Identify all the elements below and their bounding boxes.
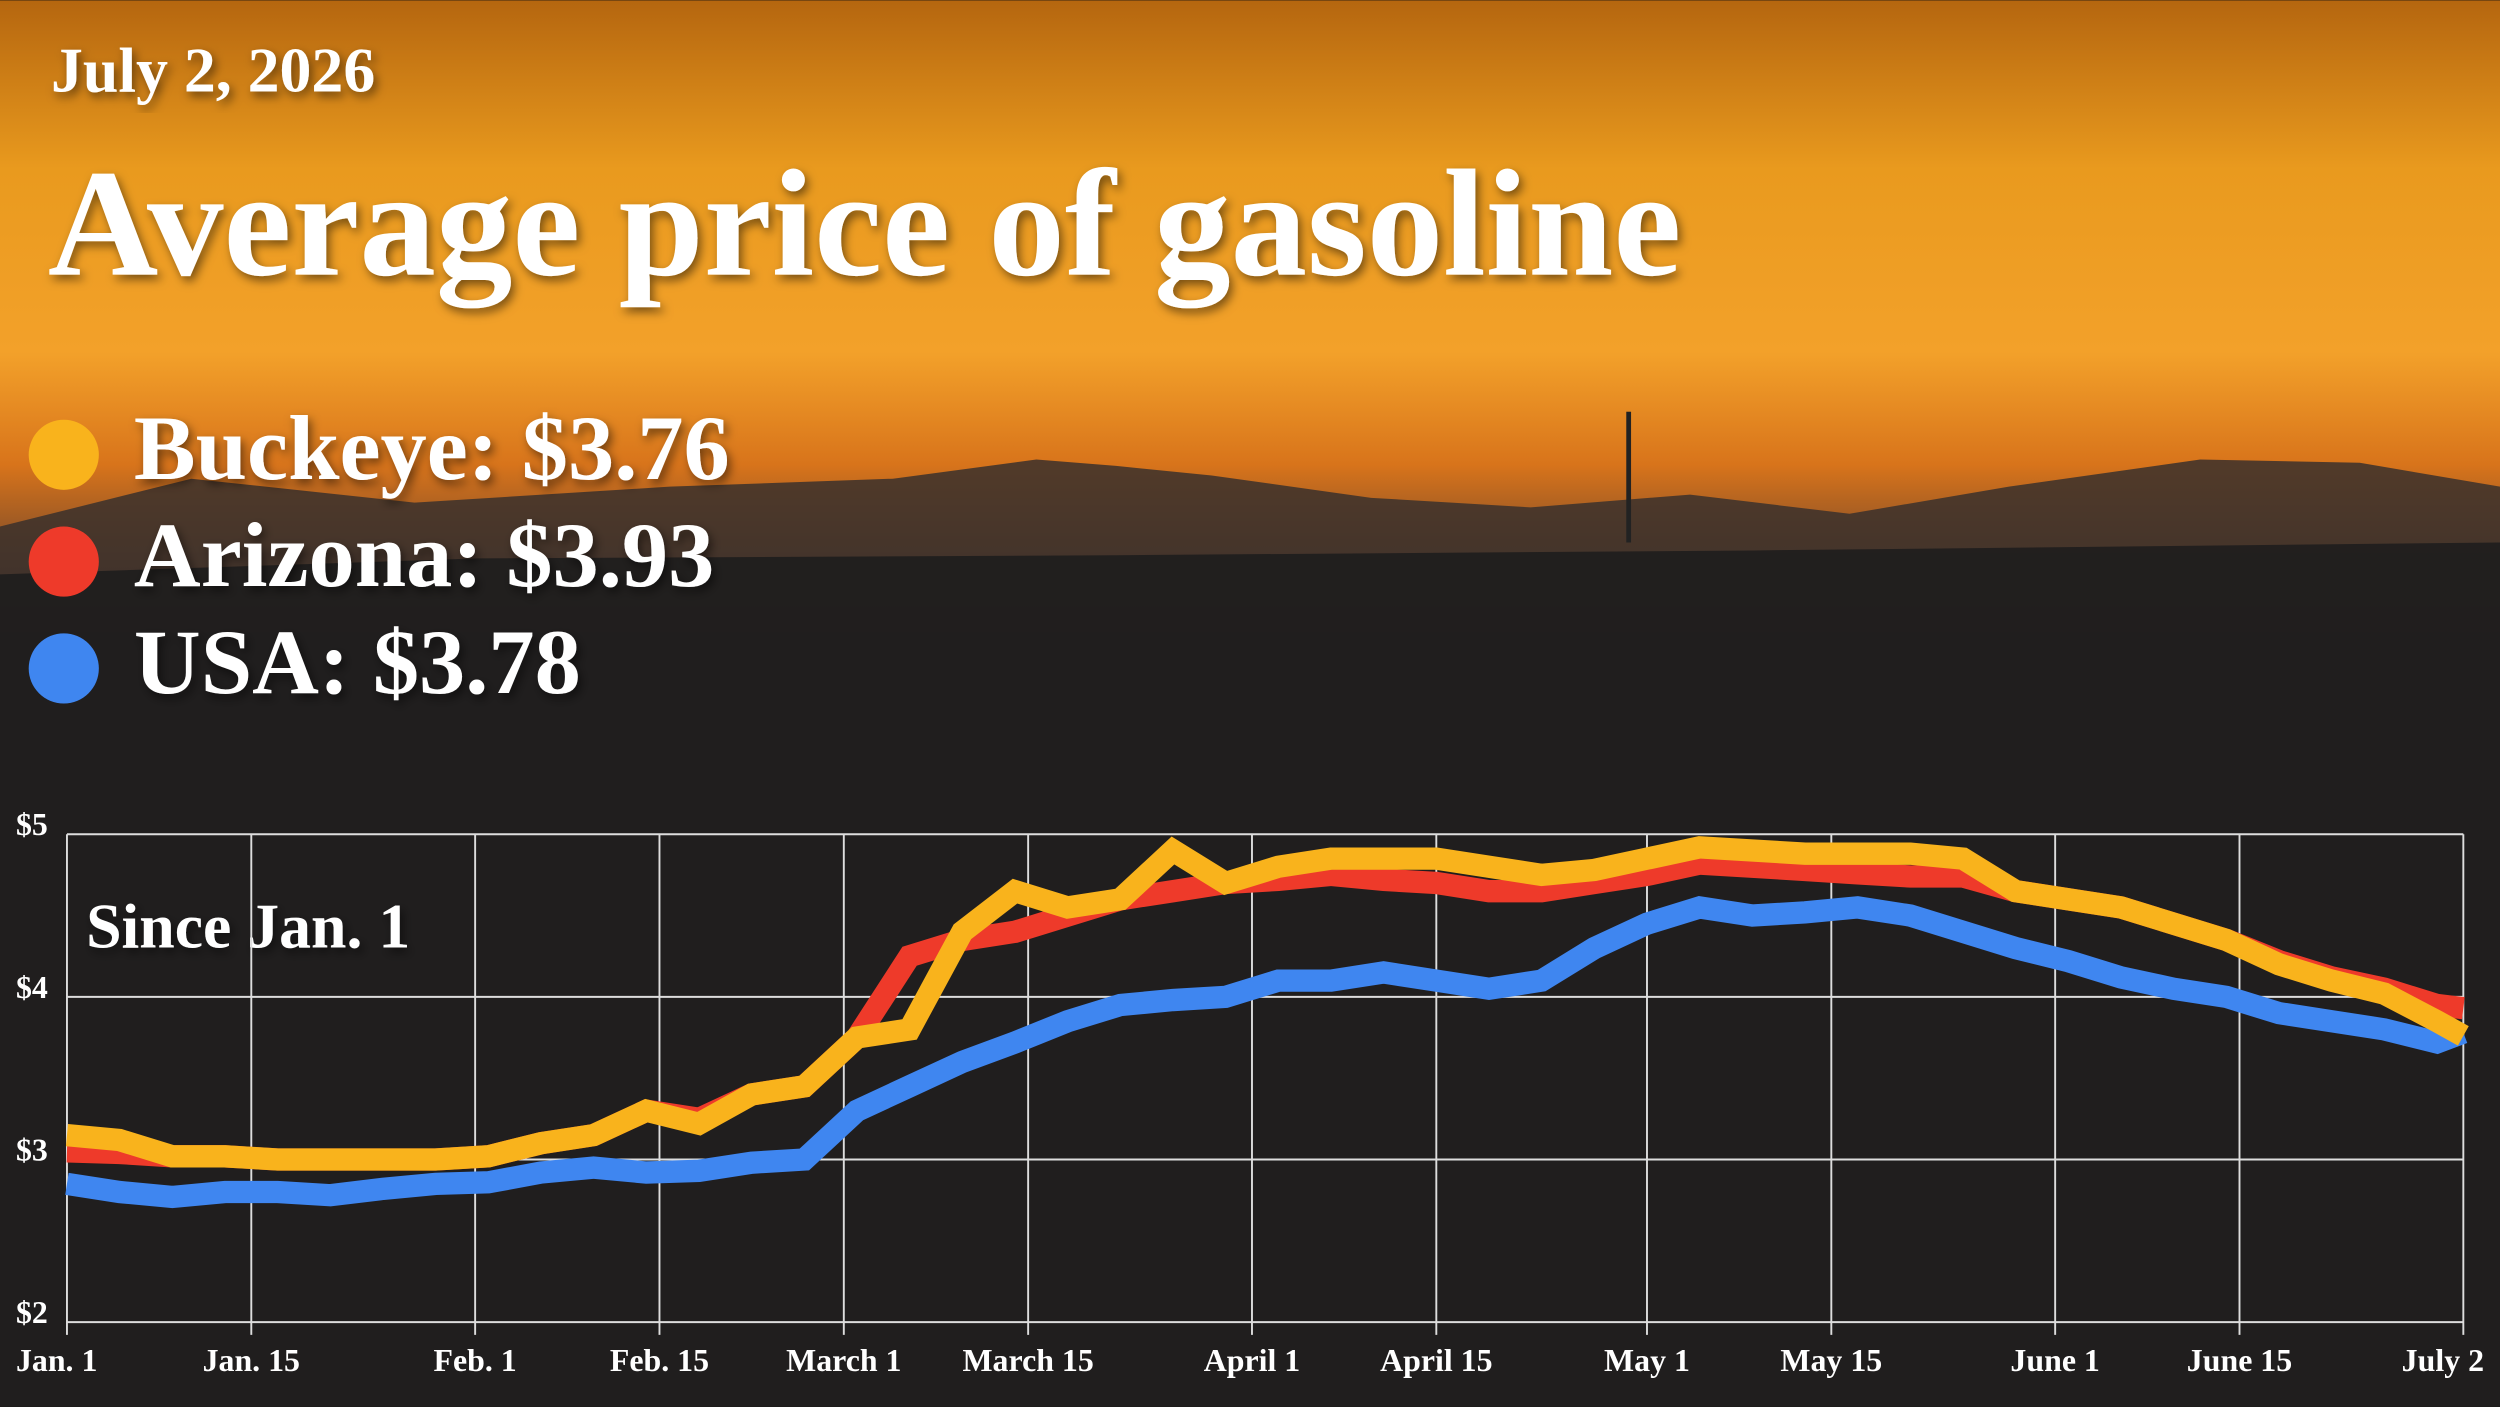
y-tick-label: $3 [16, 1132, 48, 1167]
x-tick-label: June 15 [2187, 1343, 2292, 1378]
y-tick-label: $5 [16, 807, 48, 842]
y-tick-label: $4 [16, 970, 48, 1005]
x-tick-label: Feb. 15 [610, 1343, 709, 1378]
legend-swatch [28, 419, 99, 490]
date: July 2, 2026 [51, 35, 375, 106]
chart-title: Average price of gasoline [48, 140, 1681, 309]
x-tick-label: May 1 [1604, 1343, 1690, 1378]
x-tick-label: May 15 [1780, 1343, 1882, 1378]
x-tick-label: March 15 [962, 1343, 1093, 1378]
plot: $2 $3 $4 $5 Jan. 1 Jan. 15 Feb. 1 Feb. 15 March … [16, 807, 2484, 1378]
ground [0, 542, 2500, 1407]
x-tick-label: March 1 [786, 1343, 901, 1378]
legend-swatch [28, 633, 99, 704]
x-tick-label: Jan. 1 [16, 1343, 97, 1378]
x-tick-label: Jan. 15 [203, 1343, 300, 1378]
annotation: Since Jan. 1 [86, 891, 410, 962]
pole [1626, 411, 1632, 543]
y-tick-label: $2 [16, 1295, 48, 1330]
legend-label: USA: $3.78 [134, 612, 581, 714]
series-line [65, 896, 2468, 1209]
x-tick-label: April 15 [1380, 1343, 1492, 1378]
legend-label: Buckeye: $3.76 [134, 398, 730, 500]
x-tick-label: Feb. 1 [434, 1343, 517, 1378]
legend-label: Arizona: $3.93 [134, 505, 714, 607]
x-tick-label: June 1 [2010, 1343, 2099, 1378]
x-tick-label: April 1 [1204, 1343, 1301, 1378]
legend-swatch [28, 526, 99, 597]
series-line [65, 836, 2469, 1171]
x-tick-label: July 2 [2402, 1343, 2484, 1378]
